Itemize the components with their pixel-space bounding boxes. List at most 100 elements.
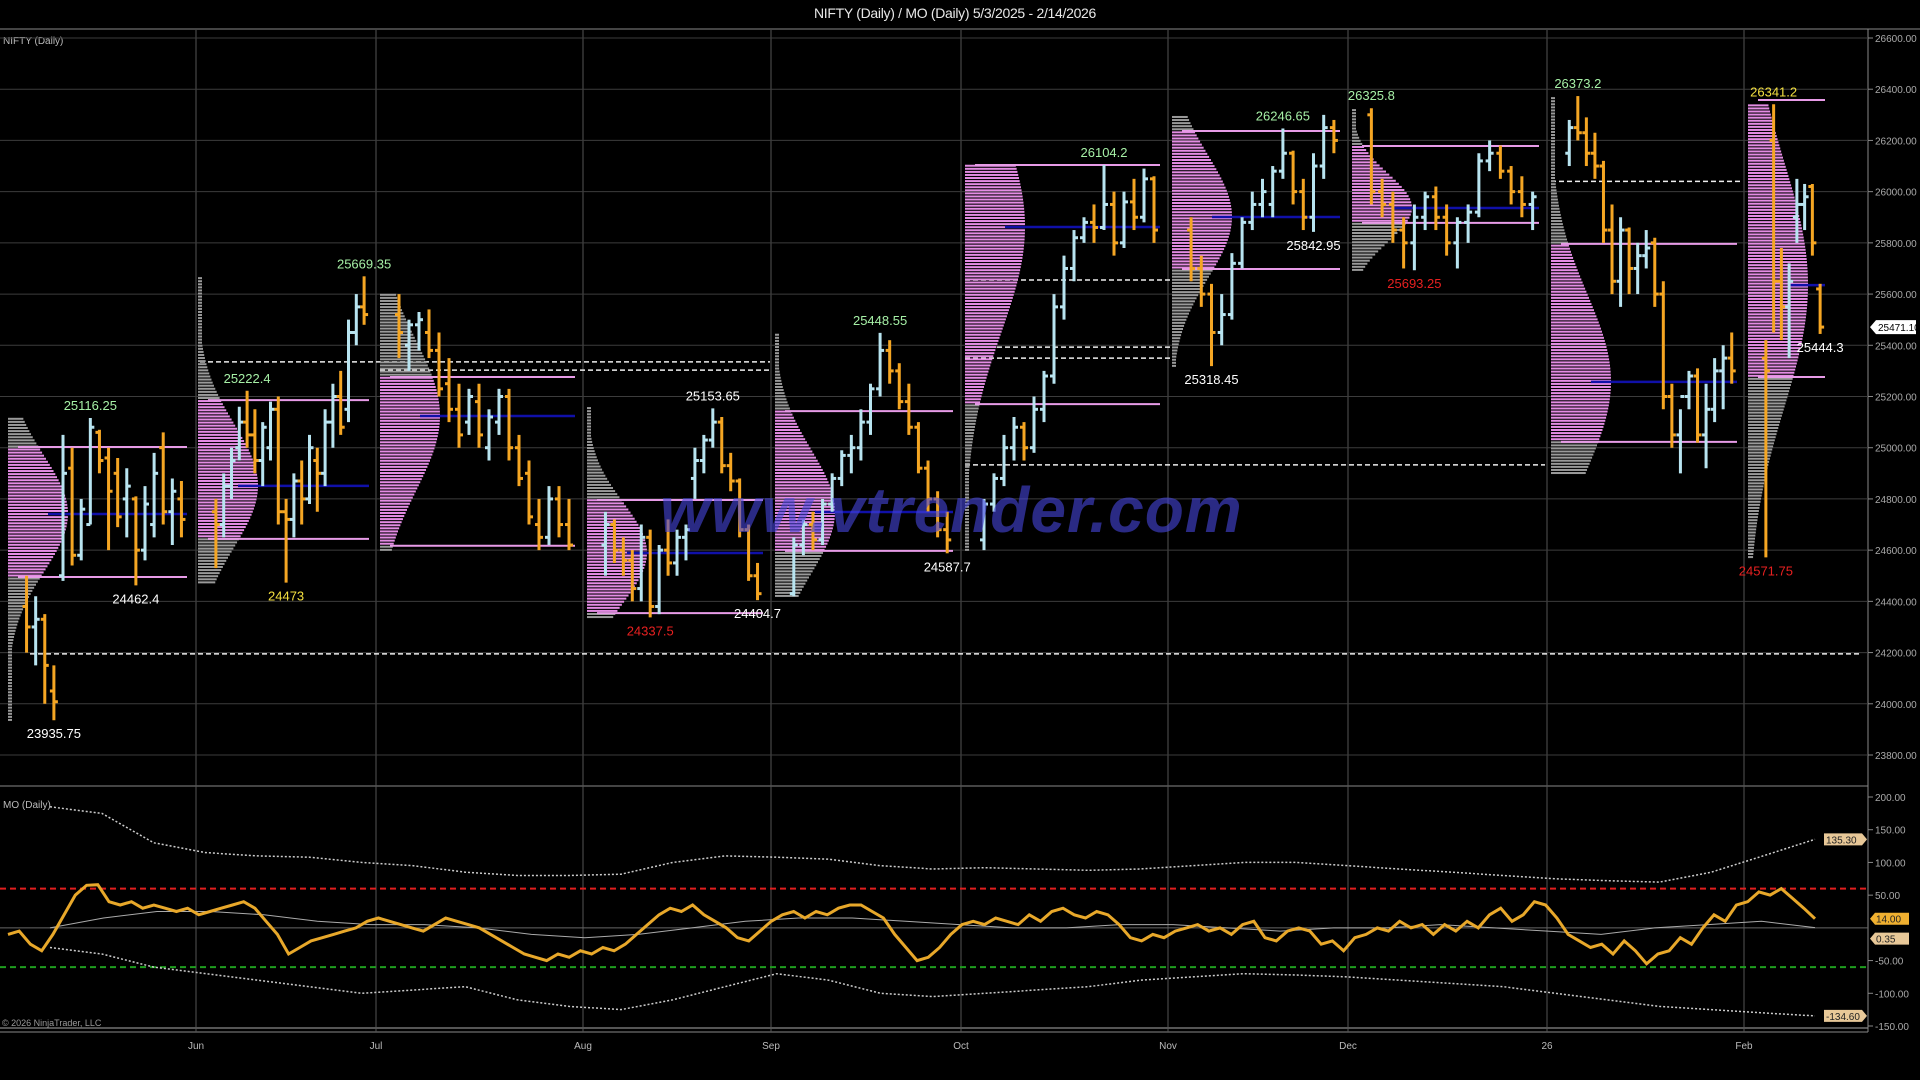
- profile-block: [1748, 442, 1774, 445]
- profile-block: [775, 367, 780, 370]
- profile-block: [8, 599, 28, 602]
- profile-block: [8, 430, 30, 433]
- profile-block: [1172, 217, 1232, 220]
- profile-block: [8, 715, 12, 718]
- profile-block: [965, 201, 1024, 204]
- profile-block: [1748, 264, 1808, 267]
- profile-block: [1748, 184, 1792, 187]
- profile-block: [1551, 324, 1600, 327]
- profile-block: [965, 281, 1018, 284]
- profile-block: [587, 545, 647, 548]
- profile-block: [965, 204, 1024, 207]
- x-tick-label: Oct: [953, 1041, 969, 1052]
- profile-block: [1748, 430, 1778, 433]
- profile-block: [1748, 187, 1792, 190]
- profile-block: [965, 259, 1022, 262]
- profile-block: [8, 503, 68, 506]
- profile-block: [1748, 254, 1807, 257]
- profile-block: [1748, 196, 1795, 199]
- profile-block: [198, 363, 207, 366]
- profile-block: [380, 432, 439, 435]
- profile-block: [1748, 270, 1808, 273]
- price-annotation: 24473: [268, 589, 304, 604]
- profile-block: [8, 571, 44, 574]
- profile-block: [965, 379, 986, 382]
- profile-block: [1172, 324, 1185, 327]
- profile-block: [1352, 253, 1376, 256]
- profile-block: [587, 511, 631, 514]
- profile-block: [1748, 365, 1797, 368]
- profile-block: [1551, 389, 1611, 392]
- profile-block: [1748, 531, 1756, 534]
- profile-block: [1551, 263, 1576, 266]
- profile-block: [775, 416, 794, 419]
- profile-block: [1748, 301, 1808, 304]
- profile-block: [198, 553, 230, 556]
- profile-block: [775, 490, 832, 493]
- profile-block: [775, 413, 793, 416]
- profile-block: [380, 453, 433, 456]
- profile-block: [380, 352, 423, 355]
- profile-block: [1172, 115, 1188, 118]
- profile-block: [198, 409, 227, 412]
- profile-block: [965, 324, 1004, 327]
- profile-block: [587, 480, 610, 483]
- profile-block: [1748, 500, 1761, 503]
- profile-block: [8, 423, 27, 426]
- profile-block: [1748, 147, 1781, 150]
- profile-block: [198, 298, 202, 301]
- profile-block: [1551, 395, 1611, 398]
- profile-block: [380, 533, 397, 536]
- profile-block: [965, 216, 1025, 219]
- profile-block: [1748, 181, 1791, 184]
- profile-block: [965, 167, 1017, 170]
- profile-block: [380, 444, 436, 447]
- profile-block: [1172, 171, 1219, 174]
- profile-block: [380, 505, 409, 508]
- profile-block: [8, 494, 66, 497]
- profile-block: [8, 657, 12, 660]
- profile-block: [587, 606, 620, 609]
- profile-block: [198, 455, 252, 458]
- profile-block: [1551, 373, 1611, 376]
- profile-block: [1748, 488, 1763, 491]
- profile-block: [775, 561, 818, 564]
- profile-block: [8, 463, 50, 466]
- mo-value-label: -134.60: [1826, 1012, 1860, 1023]
- profile-block: [1748, 267, 1808, 270]
- profile-block: [1748, 122, 1774, 125]
- profile-block: [8, 691, 12, 694]
- profile-block: [775, 441, 807, 444]
- profile-block: [965, 453, 971, 456]
- profile-block: [1172, 358, 1176, 361]
- profile-block: [775, 410, 792, 413]
- profile-block: [1172, 232, 1230, 235]
- profile-block: [8, 589, 33, 592]
- profile-block: [1172, 189, 1227, 192]
- profile-block: [1551, 213, 1561, 216]
- profile-block: [8, 602, 26, 605]
- profile-block: [1172, 128, 1194, 131]
- profile-block: [965, 303, 1011, 306]
- profile-block: [965, 370, 989, 373]
- profile-block: [1748, 104, 1769, 107]
- profile-block: [1748, 261, 1807, 264]
- profile-block: [1172, 229, 1231, 232]
- profile-block: [1352, 232, 1398, 235]
- profile-block: [198, 292, 202, 295]
- profile-block: [1748, 439, 1775, 442]
- profile-block: [965, 287, 1016, 290]
- profile-block: [965, 511, 969, 514]
- price-annotation: 25842.95: [1286, 238, 1340, 253]
- profile-block: [8, 718, 12, 721]
- profile-block: [1172, 192, 1228, 195]
- profile-block: [380, 318, 407, 321]
- profile-block: [1551, 358, 1610, 361]
- profile-block: [775, 484, 830, 487]
- profile-block: [1748, 135, 1777, 138]
- profile-block: [587, 474, 606, 477]
- profile-block: [8, 543, 60, 546]
- profile-block: [1352, 142, 1363, 145]
- profile-block: [587, 422, 591, 425]
